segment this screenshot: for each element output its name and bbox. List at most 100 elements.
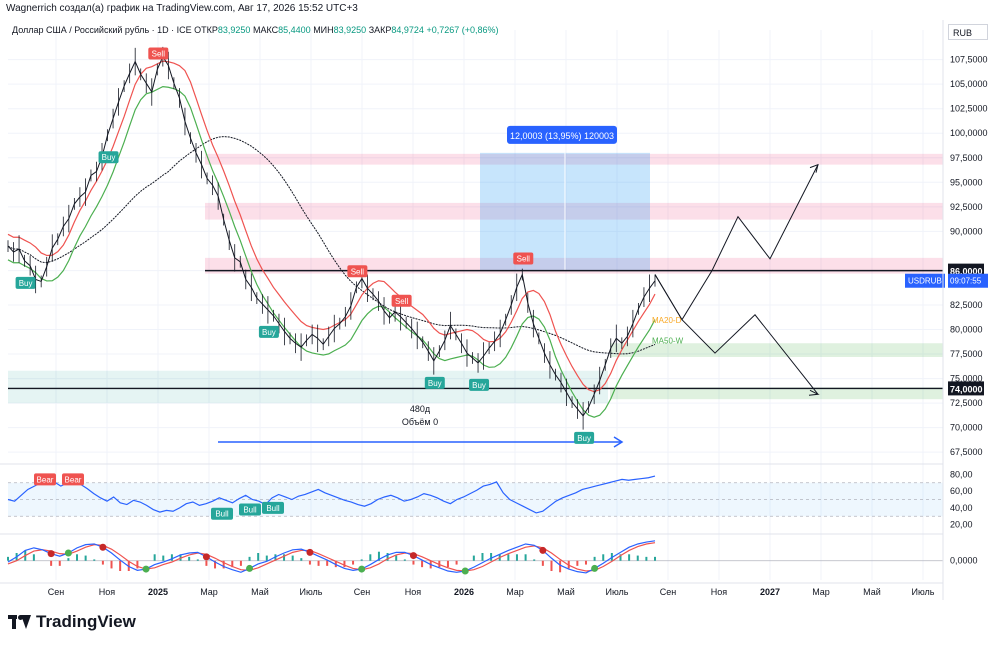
oscillator-histogram-bar (515, 554, 518, 561)
y-tick-label: 82,5000 (950, 300, 983, 310)
buy-signal (574, 431, 595, 444)
signal-label: Buy (577, 434, 591, 443)
sell-signal (513, 252, 534, 265)
x-tick-label: Июль (912, 587, 935, 597)
tradingview-logo[interactable]: TradingView (8, 612, 136, 632)
support-zone (610, 387, 943, 400)
oscillator-histogram-bar (386, 553, 389, 561)
oscillator-histogram-bar (343, 560, 346, 568)
resistance-zone (205, 153, 943, 165)
y-tick-label: 95,0000 (950, 177, 983, 187)
bear-divergence (62, 473, 84, 486)
resistance-zone (205, 202, 943, 220)
oscillator-histogram-bar (576, 560, 579, 566)
oscillator-histogram-bar (628, 554, 631, 561)
oscillator-histogram-bar (58, 560, 61, 566)
oscillator-histogram-bar (291, 555, 294, 561)
signal-label: Sell (351, 267, 365, 276)
oscillator-histogram-bar (645, 556, 648, 561)
range-volume-label: Объём 0 (402, 417, 438, 427)
x-tick-label: 2027 (760, 587, 780, 597)
close-value: 84,9724 (391, 25, 424, 35)
oscillator-cross-dot (358, 565, 366, 573)
y-tick-label: 80,0000 (950, 325, 983, 335)
oscillator-cross-dot (246, 564, 254, 572)
y-tick-label: 105,0000 (950, 79, 988, 89)
oscillator-histogram-bar (602, 554, 605, 561)
x-tick-label: 2025 (148, 587, 168, 597)
oscillator-histogram-bar (257, 553, 260, 561)
support-zone (610, 343, 943, 357)
oscillator-histogram-bar (360, 559, 363, 561)
oscillator-histogram-bar (84, 555, 87, 561)
oscillator-histogram-bar (50, 560, 53, 566)
author-line: Wagnerrich создал(а) график на TradingVi… (6, 3, 358, 14)
brand-name: TradingView (36, 612, 136, 631)
projection-arrowhead-alt (808, 389, 820, 396)
oscillator-histogram-bar (636, 555, 639, 561)
oscillator-histogram-bar (93, 559, 96, 561)
oscillator-signal-line (7, 542, 656, 572)
symbol-badge-label: USDRUB (908, 277, 942, 286)
oscillator-histogram-bar (32, 554, 35, 561)
oscillator-histogram-bar (110, 560, 113, 569)
oscillator-cross-dot (591, 564, 599, 572)
rsi-line (7, 475, 656, 514)
level-badge-label: 74,0000 (950, 384, 983, 394)
oscillator-cross-dot (47, 550, 55, 558)
range-arrowhead (613, 436, 624, 448)
x-tick-label: Май (251, 587, 269, 597)
oscillator-histogram-bar (584, 560, 587, 565)
oscillator-cross-dot (306, 548, 314, 556)
supertrend-upper (7, 60, 656, 393)
oscillator-tick-label: 0,0000 (950, 556, 978, 566)
divergence-label: Bear (37, 475, 54, 484)
oscillator-histogram-bar (541, 560, 544, 566)
oscillator-histogram-bar (7, 556, 9, 561)
signal-label: Buy (19, 279, 33, 288)
consolidation-zone (8, 370, 608, 404)
oscillator-histogram-bar (395, 555, 398, 561)
bull-divergence (262, 501, 284, 514)
oscillator-cross-dot (142, 565, 150, 573)
y-tick-label: 67,5000 (950, 447, 983, 457)
oscillator-cross-dot (99, 543, 107, 551)
y-tick-label: 90,0000 (950, 226, 983, 236)
level-badge (948, 381, 984, 396)
oscillator-histogram-bar (481, 553, 484, 561)
open-value: 83,9250 (217, 25, 251, 35)
divergence-label: Bull (266, 504, 280, 513)
sell-signal (347, 265, 368, 278)
y-tick-label: 102,5000 (950, 104, 988, 114)
oscillator-histogram-bar (421, 560, 424, 568)
projection-arrowhead (809, 163, 819, 173)
ma-label: MA20-D (652, 316, 682, 325)
oscillator-histogram-bar (101, 560, 104, 565)
x-tick-label: 2026 (454, 587, 474, 597)
y-tick-label: 75,0000 (950, 374, 983, 384)
currency-selector[interactable]: RUB (948, 24, 988, 40)
x-tick-label: Ноя (711, 587, 728, 597)
signal-label: Sell (395, 297, 409, 306)
oscillator-histogram-bar (593, 556, 596, 561)
oscillator-histogram-bar (248, 556, 251, 561)
signal-label: Buy (262, 328, 276, 337)
oscillator-histogram-bar (490, 553, 493, 561)
oscillator-histogram-bar (533, 559, 536, 561)
oscillator-histogram-bar (239, 560, 242, 566)
buy-signal (469, 378, 490, 391)
oscillator-histogram-bar (162, 555, 165, 561)
oscillator-histogram-bar (179, 554, 182, 561)
oscillator-histogram-bar (67, 558, 70, 561)
measure-label-bg (507, 125, 617, 144)
oscillator-histogram-bar (188, 556, 191, 561)
projection-path-alt (654, 274, 819, 395)
rsi-tick-label: 40,00 (950, 503, 973, 513)
x-tick-label: Мар (506, 587, 524, 597)
oscillator-histogram-bar (76, 554, 79, 561)
rsi-tick-label: 80,00 (950, 469, 973, 479)
oscillator-histogram-bar (654, 556, 656, 561)
y-tick-label: 97,5000 (950, 153, 983, 163)
x-tick-label: Июль (606, 587, 629, 597)
